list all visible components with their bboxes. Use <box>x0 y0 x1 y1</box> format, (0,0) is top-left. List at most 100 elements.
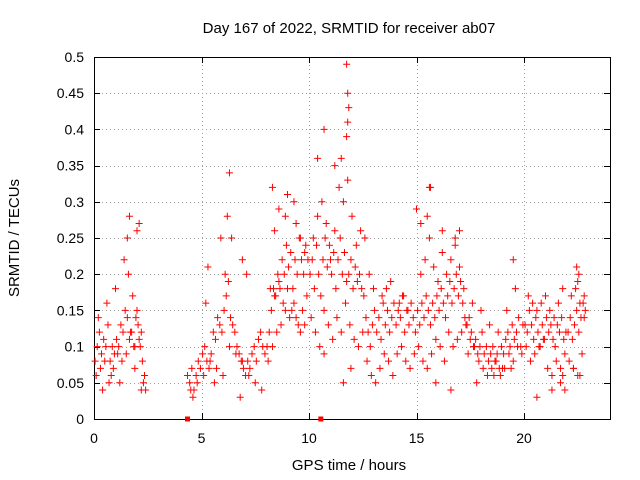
y-tick-label: 0.1 <box>65 339 85 355</box>
data-point <box>530 335 538 343</box>
data-point <box>282 241 290 249</box>
data-point <box>313 241 321 249</box>
data-point <box>285 263 293 271</box>
data-point <box>364 328 372 336</box>
data-point <box>435 306 443 314</box>
data-point <box>465 314 473 322</box>
data-point <box>507 364 515 372</box>
data-point <box>489 343 497 351</box>
data-point <box>439 299 447 307</box>
data-point <box>444 292 452 300</box>
data-point <box>492 357 500 365</box>
data-point <box>336 234 344 242</box>
data-point <box>309 234 317 242</box>
data-points <box>91 60 589 401</box>
data-point <box>141 372 149 380</box>
data-point <box>411 328 419 336</box>
data-point <box>365 270 373 278</box>
data-point <box>535 343 543 351</box>
data-point <box>338 270 346 278</box>
data-point <box>380 350 388 358</box>
data-point <box>205 364 213 372</box>
data-point <box>462 321 470 329</box>
data-point <box>188 364 196 372</box>
data-point <box>296 234 304 242</box>
data-point <box>383 306 391 314</box>
data-point <box>103 299 111 307</box>
data-point <box>344 118 352 126</box>
data-point <box>273 328 281 336</box>
data-point <box>311 328 319 336</box>
x-tick-label: 20 <box>516 430 532 446</box>
data-point <box>555 328 563 336</box>
data-point <box>250 343 258 351</box>
data-point <box>291 256 299 264</box>
data-point <box>246 364 254 372</box>
data-point <box>576 299 584 307</box>
x-tick-labels: 0 5 10 15 20 <box>90 430 532 446</box>
data-point <box>102 343 110 351</box>
data-point <box>192 372 200 380</box>
data-point <box>367 372 375 380</box>
data-point <box>224 277 232 285</box>
data-point <box>347 256 355 264</box>
data-point <box>362 314 370 322</box>
data-point <box>494 328 502 336</box>
data-point <box>239 364 247 372</box>
chart-title: Day 167 of 2022, SRMTID for receiver ab0… <box>203 20 496 37</box>
data-point <box>194 357 202 365</box>
gridlines <box>94 57 610 419</box>
data-point <box>471 343 479 351</box>
data-point <box>327 256 334 264</box>
data-point <box>229 321 237 329</box>
data-point <box>184 372 192 380</box>
data-point <box>308 256 316 264</box>
data-point <box>506 343 514 351</box>
data-point <box>361 234 369 242</box>
data-point <box>186 379 194 387</box>
y-tick-label: 0.45 <box>57 85 84 101</box>
data-point <box>123 234 131 242</box>
data-point <box>561 350 569 358</box>
data-point <box>321 234 329 242</box>
data-point <box>573 263 581 271</box>
data-point <box>225 169 233 177</box>
data-point <box>225 343 233 351</box>
data-point <box>580 292 588 300</box>
data-point <box>345 104 353 112</box>
data-point <box>533 306 541 314</box>
data-point <box>339 198 347 206</box>
data-point <box>91 357 99 365</box>
data-point <box>274 270 282 278</box>
data-point <box>561 386 569 394</box>
data-point <box>245 372 253 380</box>
data-point <box>423 212 431 220</box>
y-tick-label: 0.35 <box>57 158 84 174</box>
data-point <box>528 321 536 329</box>
data-point <box>568 335 576 343</box>
data-point <box>497 343 505 351</box>
data-point <box>548 386 556 394</box>
data-point <box>377 335 385 343</box>
data-point <box>348 212 356 220</box>
data-point <box>466 335 474 343</box>
data-point <box>426 183 434 191</box>
data-point <box>496 372 504 380</box>
data-point <box>221 270 229 278</box>
data-point <box>357 227 365 235</box>
data-point <box>396 314 404 322</box>
data-point <box>569 364 577 372</box>
data-point <box>553 321 561 329</box>
data-point <box>99 386 107 394</box>
data-point <box>431 314 439 322</box>
data-point <box>303 292 311 300</box>
data-point <box>424 306 432 314</box>
data-point <box>537 299 545 307</box>
data-point <box>487 350 495 358</box>
data-point <box>395 299 403 307</box>
data-point <box>100 335 108 343</box>
data-point <box>437 285 445 293</box>
x-tick-label: 10 <box>301 430 317 446</box>
data-point <box>480 350 488 358</box>
data-point <box>275 205 283 213</box>
